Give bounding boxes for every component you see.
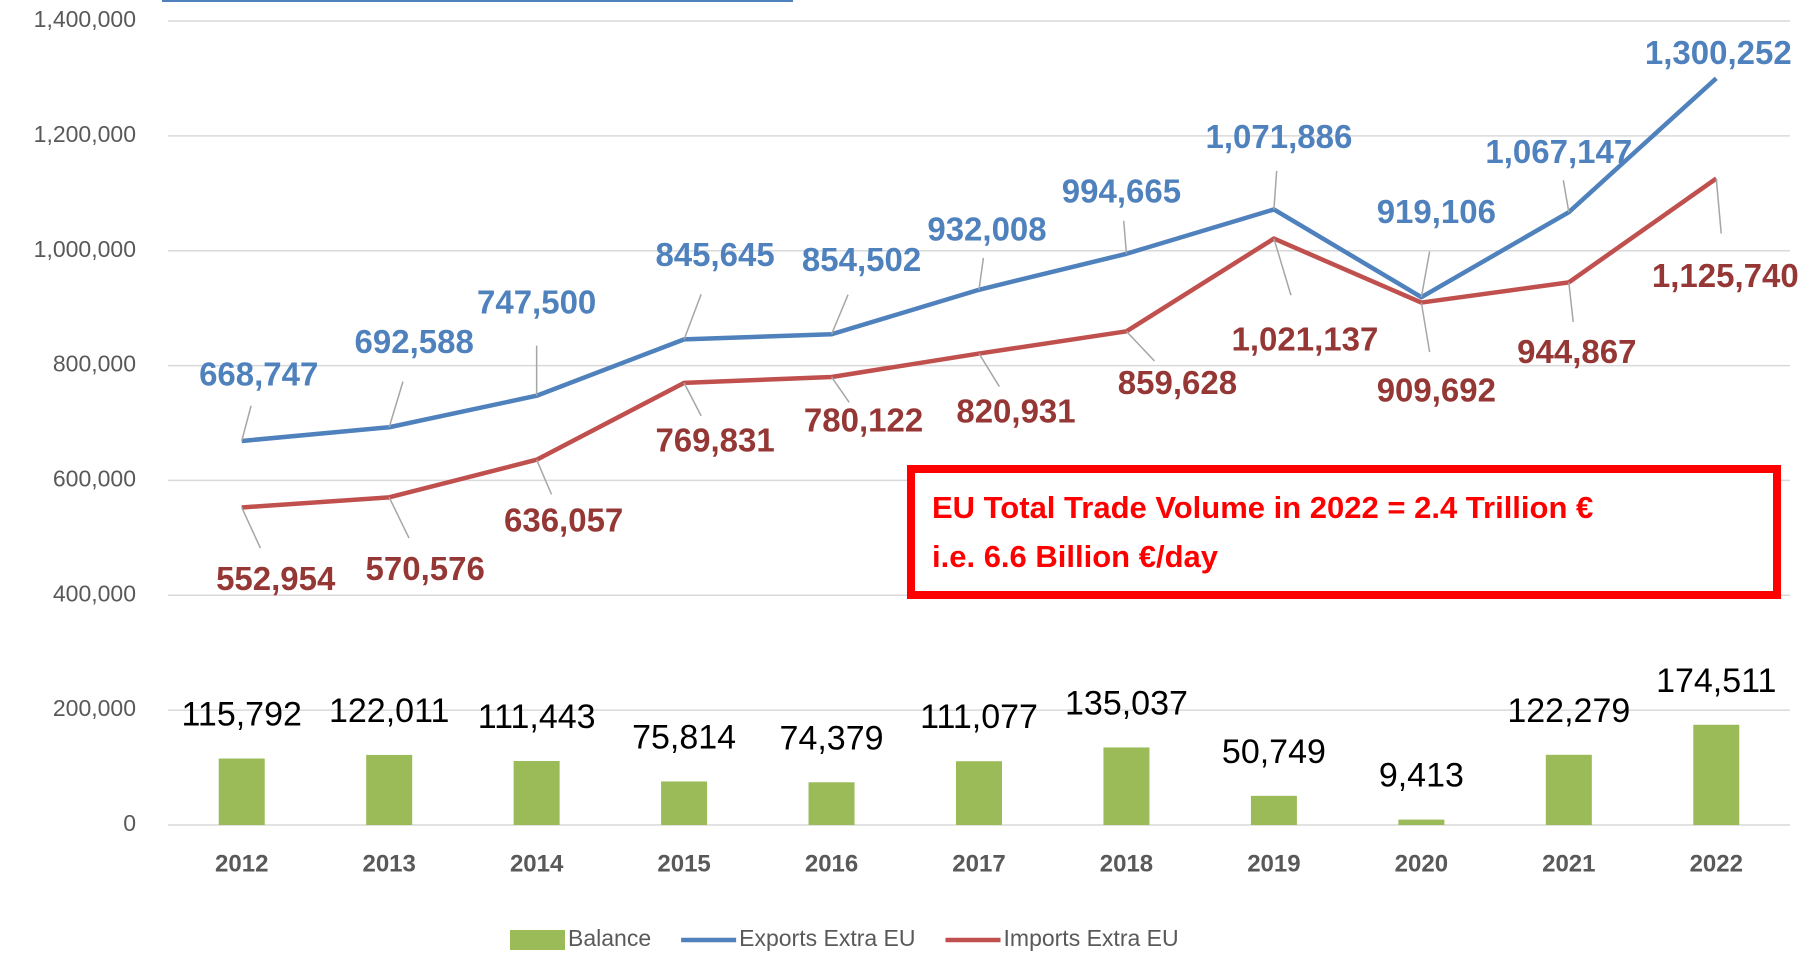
legend-label: Imports Extra EU <box>1004 925 1179 951</box>
bar-value-label: 115,792 <box>182 695 302 733</box>
x-tick-label: 2015 <box>657 850 710 877</box>
line-value-label: 845,645 <box>655 236 774 273</box>
line-value-label: 692,588 <box>355 323 474 360</box>
line-value-label: 552,954 <box>216 560 336 597</box>
y-tick-label: 600,000 <box>53 466 136 492</box>
bar <box>661 781 708 825</box>
line-value-label: 820,931 <box>956 392 1075 429</box>
line-value-label: 919,106 <box>1377 193 1496 230</box>
leader-line <box>1125 330 1156 362</box>
bar-value-label: 74,379 <box>780 719 884 757</box>
leader-line <box>388 496 410 539</box>
x-tick-label: 2022 <box>1690 850 1743 877</box>
x-tick-label: 2014 <box>510 850 564 877</box>
y-tick-label: 1,000,000 <box>34 236 136 262</box>
x-tick-label: 2012 <box>215 850 268 877</box>
leader-line <box>388 381 404 428</box>
bar-value-label: 174,511 <box>1656 662 1776 700</box>
x-tick-label: 2021 <box>1542 850 1595 877</box>
bar-value-label: 111,443 <box>478 698 596 736</box>
bar <box>1545 754 1592 825</box>
leader-line <box>1273 238 1292 296</box>
y-tick-label: 800,000 <box>53 351 136 377</box>
line-value-label: 668,747 <box>199 356 318 393</box>
y-tick-label: 1,400,000 <box>34 6 136 32</box>
legend-label: Exports Extra EU <box>739 925 915 951</box>
x-tick-label: 2017 <box>952 850 1005 877</box>
line-value-label: 932,008 <box>927 210 1046 247</box>
x-tick-label: 2020 <box>1395 850 1448 877</box>
y-tick-label: 1,200,000 <box>34 121 136 147</box>
leader-line <box>1715 178 1722 234</box>
bar <box>808 782 855 825</box>
bar <box>1250 795 1297 825</box>
line <box>241 176 1718 510</box>
y-tick-label: 0 <box>123 810 136 836</box>
line-value-label: 780,122 <box>804 402 923 439</box>
bar-value-label: 122,011 <box>329 692 449 730</box>
bar-value-label: 50,749 <box>1222 733 1326 771</box>
leader-line <box>535 459 553 495</box>
bar-value-label: 75,814 <box>632 718 736 756</box>
bar-value-label: 135,037 <box>1065 684 1188 722</box>
x-tick-label: 2013 <box>362 850 415 877</box>
bar <box>366 754 413 825</box>
legend-swatch <box>510 930 565 950</box>
x-tick-label: 2019 <box>1247 850 1300 877</box>
line-value-label: 854,502 <box>802 241 921 278</box>
line-value-label: 1,021,137 <box>1232 320 1379 357</box>
leader-line <box>241 405 252 442</box>
legend-label: Balance <box>568 925 651 951</box>
line-value-label: 1,067,147 <box>1485 133 1632 170</box>
leader-line <box>830 294 849 335</box>
line-value-label: 1,125,740 <box>1652 257 1799 294</box>
leader-line <box>1568 282 1574 323</box>
leader-line <box>241 507 262 549</box>
x-tick-label: 2016 <box>805 850 858 877</box>
bar <box>1103 747 1150 825</box>
leader-line <box>978 257 985 290</box>
leader-line <box>1420 251 1431 298</box>
line-value-label: 859,628 <box>1118 364 1237 401</box>
leader-line <box>1273 170 1278 210</box>
bar-value-label: 111,077 <box>920 698 1038 736</box>
bar <box>513 760 560 825</box>
line-value-label: 909,692 <box>1377 371 1496 408</box>
bar <box>218 758 265 825</box>
y-tick-label: 400,000 <box>53 580 136 606</box>
leader-line <box>830 376 850 403</box>
line-value-label: 769,831 <box>655 422 774 459</box>
annotation: i.e. 6.6 Billion €/day <box>932 539 1219 574</box>
y-tick-label: 200,000 <box>53 695 136 721</box>
x-tick-label: 2018 <box>1100 850 1153 877</box>
line-value-label: 636,057 <box>504 501 623 538</box>
bar <box>1693 724 1740 825</box>
bar-value-label: 9,413 <box>1379 757 1464 795</box>
bar <box>956 761 1002 825</box>
annotation-box <box>907 465 1781 599</box>
leader-line <box>683 293 702 340</box>
annotation: EU Total Trade Volume in 2022 = 2.4 Tril… <box>932 490 1593 525</box>
line-value-label: 570,576 <box>366 550 485 587</box>
leader-line <box>978 353 1000 387</box>
line-value-label: 747,500 <box>477 283 596 320</box>
bar-value-label: 122,279 <box>1507 692 1630 730</box>
leader-line <box>1420 302 1431 353</box>
leader-line <box>1122 220 1128 254</box>
line-value-label: 994,665 <box>1062 172 1181 209</box>
line-value-label: 1,071,886 <box>1206 118 1353 155</box>
line-value-label: 944,867 <box>1517 333 1636 370</box>
line-value-label: 1,300,252 <box>1645 34 1792 71</box>
leader-line <box>1562 180 1570 213</box>
bar <box>1398 819 1445 825</box>
leader-line <box>683 382 702 417</box>
